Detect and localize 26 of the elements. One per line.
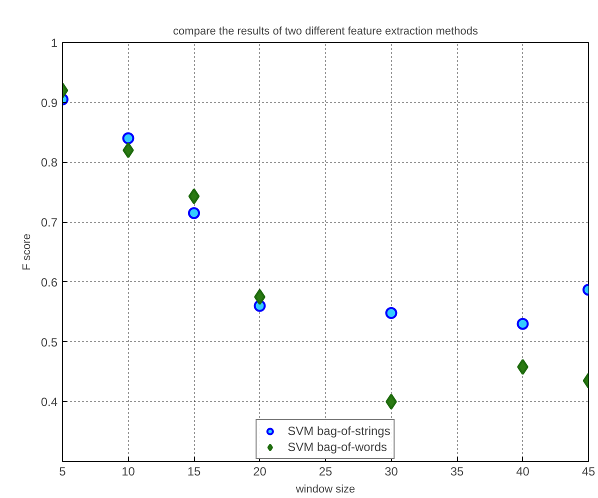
y-tick-label: 0.8 [40,156,58,170]
x-tick-label: 15 [187,464,201,478]
y-tick-label: 1 [50,36,58,50]
point [188,207,200,220]
point [385,307,398,320]
y-tick-label: 0.5 [40,335,58,350]
x-tick-label: 40 [516,464,530,478]
legend-label: SVM bag-of-strings [288,423,390,439]
legend-label: SVM bag-of-words [288,439,388,455]
x-tick-label: 10 [122,464,136,478]
x-tick-label: 25 [318,464,332,478]
chart-title: compare the results of two different feature extraction methods [173,26,478,38]
y-axis-title: F score [20,234,33,270]
point [122,132,134,144]
x-tick-label: 45 [582,464,596,478]
y-tick-label: 0.9 [40,96,58,110]
y-tick-label: 0.6 [40,275,58,290]
y-tick-label: 0.4 [40,395,58,410]
x-tick-label: 30 [384,464,398,478]
point [516,318,529,330]
x-tick-label: 20 [253,464,267,478]
y-tick-label: 0.7 [40,216,58,230]
x-tick-label: 5 [59,464,66,478]
x-axis-title: window size [294,484,356,496]
x-tick-label: 35 [450,464,464,478]
point [188,188,200,204]
